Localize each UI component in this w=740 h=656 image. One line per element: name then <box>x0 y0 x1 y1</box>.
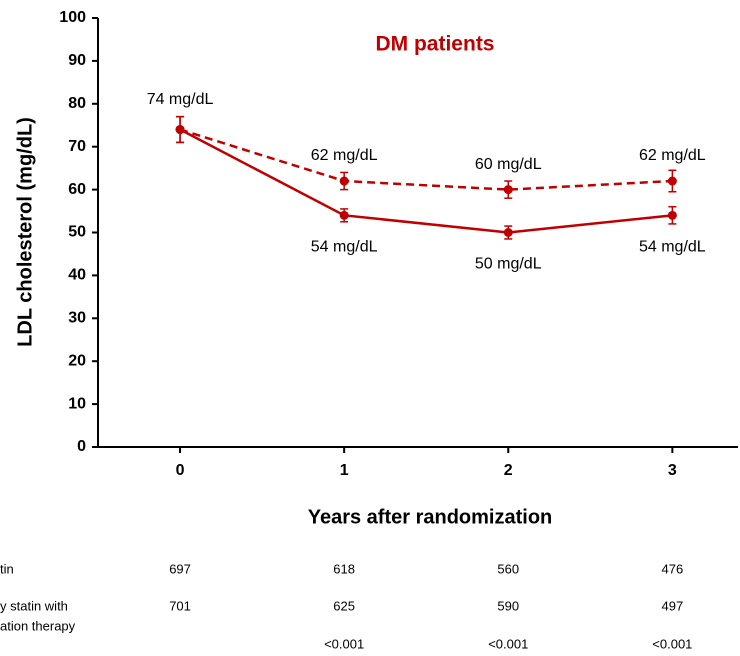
point <box>175 125 185 135</box>
y-tick-label: 100 <box>59 9 86 26</box>
table-cell: 590 <box>497 598 519 613</box>
x-tick-label: 3 <box>668 462 677 479</box>
series-line <box>179 128 673 191</box>
y-tick-label: 80 <box>68 95 86 112</box>
table-cell: <0.001 <box>324 636 364 651</box>
point <box>503 185 513 195</box>
y-tick-label: 20 <box>68 352 86 369</box>
value-label: 74 mg/dL <box>147 91 214 108</box>
y-tick-label: 70 <box>68 138 86 155</box>
value-label: 54 mg/dL <box>639 239 706 256</box>
row-label: ation therapy <box>0 618 76 633</box>
x-tick-label: 0 <box>176 462 185 479</box>
value-label: 50 mg/dL <box>475 256 542 273</box>
y-tick-label: 30 <box>68 310 86 327</box>
point <box>503 228 513 237</box>
y-tick-label: 0 <box>77 438 86 455</box>
point <box>339 210 349 220</box>
table-cell: 625 <box>333 598 355 613</box>
y-axis-label: LDL cholesterol (mg/dL) <box>14 117 36 347</box>
y-tick-label: 10 <box>68 395 86 412</box>
row-label: tin <box>0 561 14 576</box>
table-cell: 560 <box>497 561 519 576</box>
series-line <box>179 128 673 234</box>
x-tick-label: 2 <box>504 462 513 479</box>
row-label: y statin with <box>0 598 68 613</box>
point <box>667 176 677 186</box>
y-tick-label: 90 <box>68 52 86 69</box>
value-label: 54 mg/dL <box>311 239 378 256</box>
table-cell: <0.001 <box>652 636 692 651</box>
y-tick-label: 60 <box>68 181 86 198</box>
value-label: 60 mg/dL <box>475 156 542 173</box>
x-axis-label: Years after randomization <box>308 506 553 528</box>
table-cell: 497 <box>662 598 684 613</box>
table-cell: <0.001 <box>488 636 528 651</box>
table-cell: 476 <box>662 561 684 576</box>
y-tick-label: 50 <box>68 224 86 241</box>
table-cell: 697 <box>169 561 191 576</box>
x-tick-label: 1 <box>340 462 349 479</box>
point <box>667 210 677 220</box>
y-tick-label: 40 <box>68 267 86 284</box>
table-cell: 618 <box>333 561 355 576</box>
value-label: 62 mg/dL <box>639 147 706 164</box>
table-cell: 701 <box>169 598 191 613</box>
chart-title: DM patients <box>375 33 494 56</box>
point <box>339 176 349 186</box>
value-label: 62 mg/dL <box>311 147 378 164</box>
